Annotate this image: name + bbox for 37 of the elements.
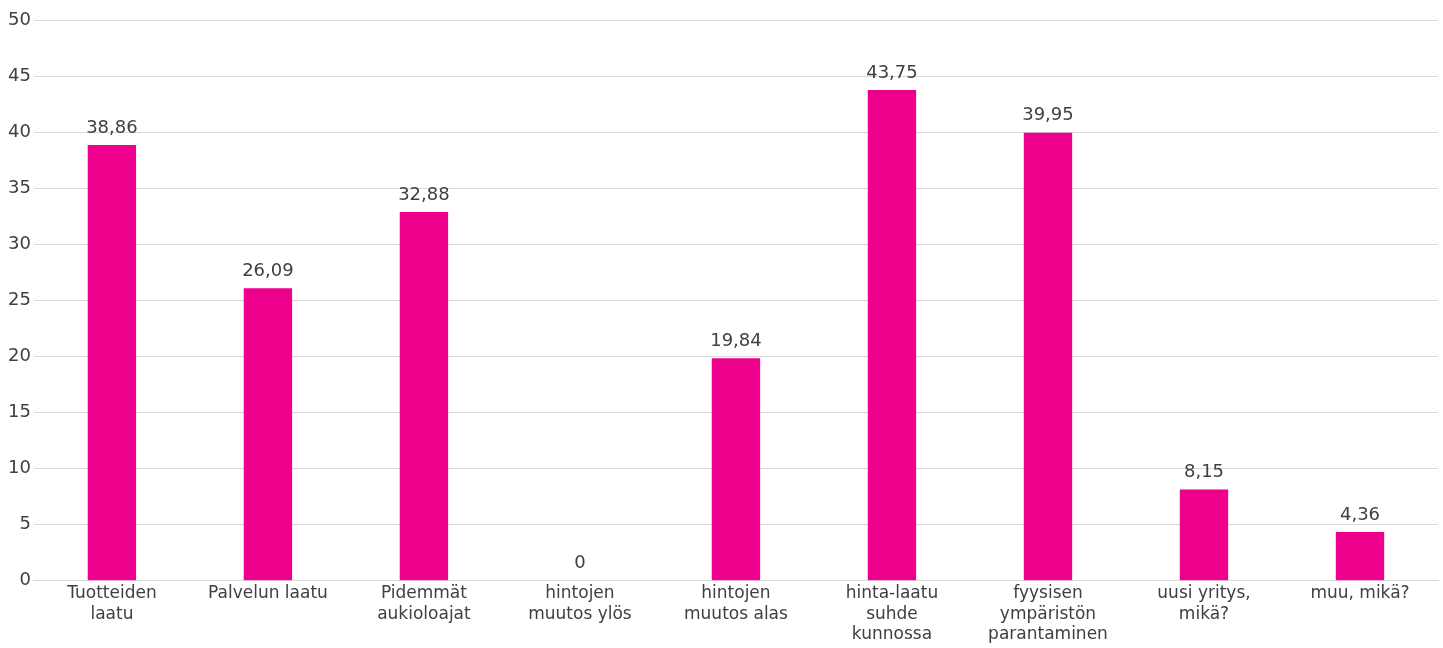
data-label: 19,84 — [710, 328, 762, 350]
x-tick-label: Palvelun laatu — [208, 582, 328, 603]
y-tick-label: 25 — [8, 288, 31, 310]
data-label: 0 — [574, 551, 586, 573]
x-tick-label: hintojen muutos ylös — [528, 582, 632, 623]
y-tick-label: 10 — [8, 456, 31, 478]
data-label: 32,88 — [398, 182, 450, 204]
y-tick-label: 20 — [8, 344, 31, 366]
data-label: 26,09 — [242, 258, 294, 280]
y-tick-label: 35 — [8, 175, 31, 197]
bar — [243, 288, 293, 581]
y-tick-label: 45 — [8, 63, 31, 85]
x-tick-label: uusi yritys, mikä? — [1157, 582, 1251, 623]
x-tick-label: muu, mikä? — [1310, 582, 1410, 603]
data-label: 38,86 — [86, 115, 138, 137]
y-tick-label: 30 — [8, 231, 31, 253]
bar — [1023, 132, 1073, 581]
x-tick-label: hintojen muutos alas — [684, 582, 789, 623]
y-tick-label: 5 — [19, 512, 31, 534]
data-label: 4,36 — [1339, 502, 1381, 524]
y-tick-label: 50 — [8, 7, 31, 29]
x-tick-label: Pidemmät aukioloajat — [377, 582, 472, 623]
data-label: 43,75 — [866, 60, 918, 82]
bar — [1335, 531, 1385, 581]
y-tick-label: 15 — [8, 400, 31, 422]
x-tick-label: hinta-laatu suhde kunnossa — [845, 582, 939, 644]
bar — [399, 212, 449, 581]
x-tick-label: Tuotteiden laatu — [66, 582, 157, 623]
bar — [87, 144, 137, 581]
y-tick-label: 40 — [8, 119, 31, 141]
y-tick-label: 0 — [19, 568, 31, 590]
bar — [867, 90, 917, 581]
bar — [1179, 489, 1229, 581]
x-tick-label: fyysisen ympäristön parantaminen — [988, 582, 1108, 644]
data-label: 39,95 — [1022, 103, 1074, 125]
data-label: 8,15 — [1183, 460, 1225, 482]
bar — [711, 358, 761, 581]
